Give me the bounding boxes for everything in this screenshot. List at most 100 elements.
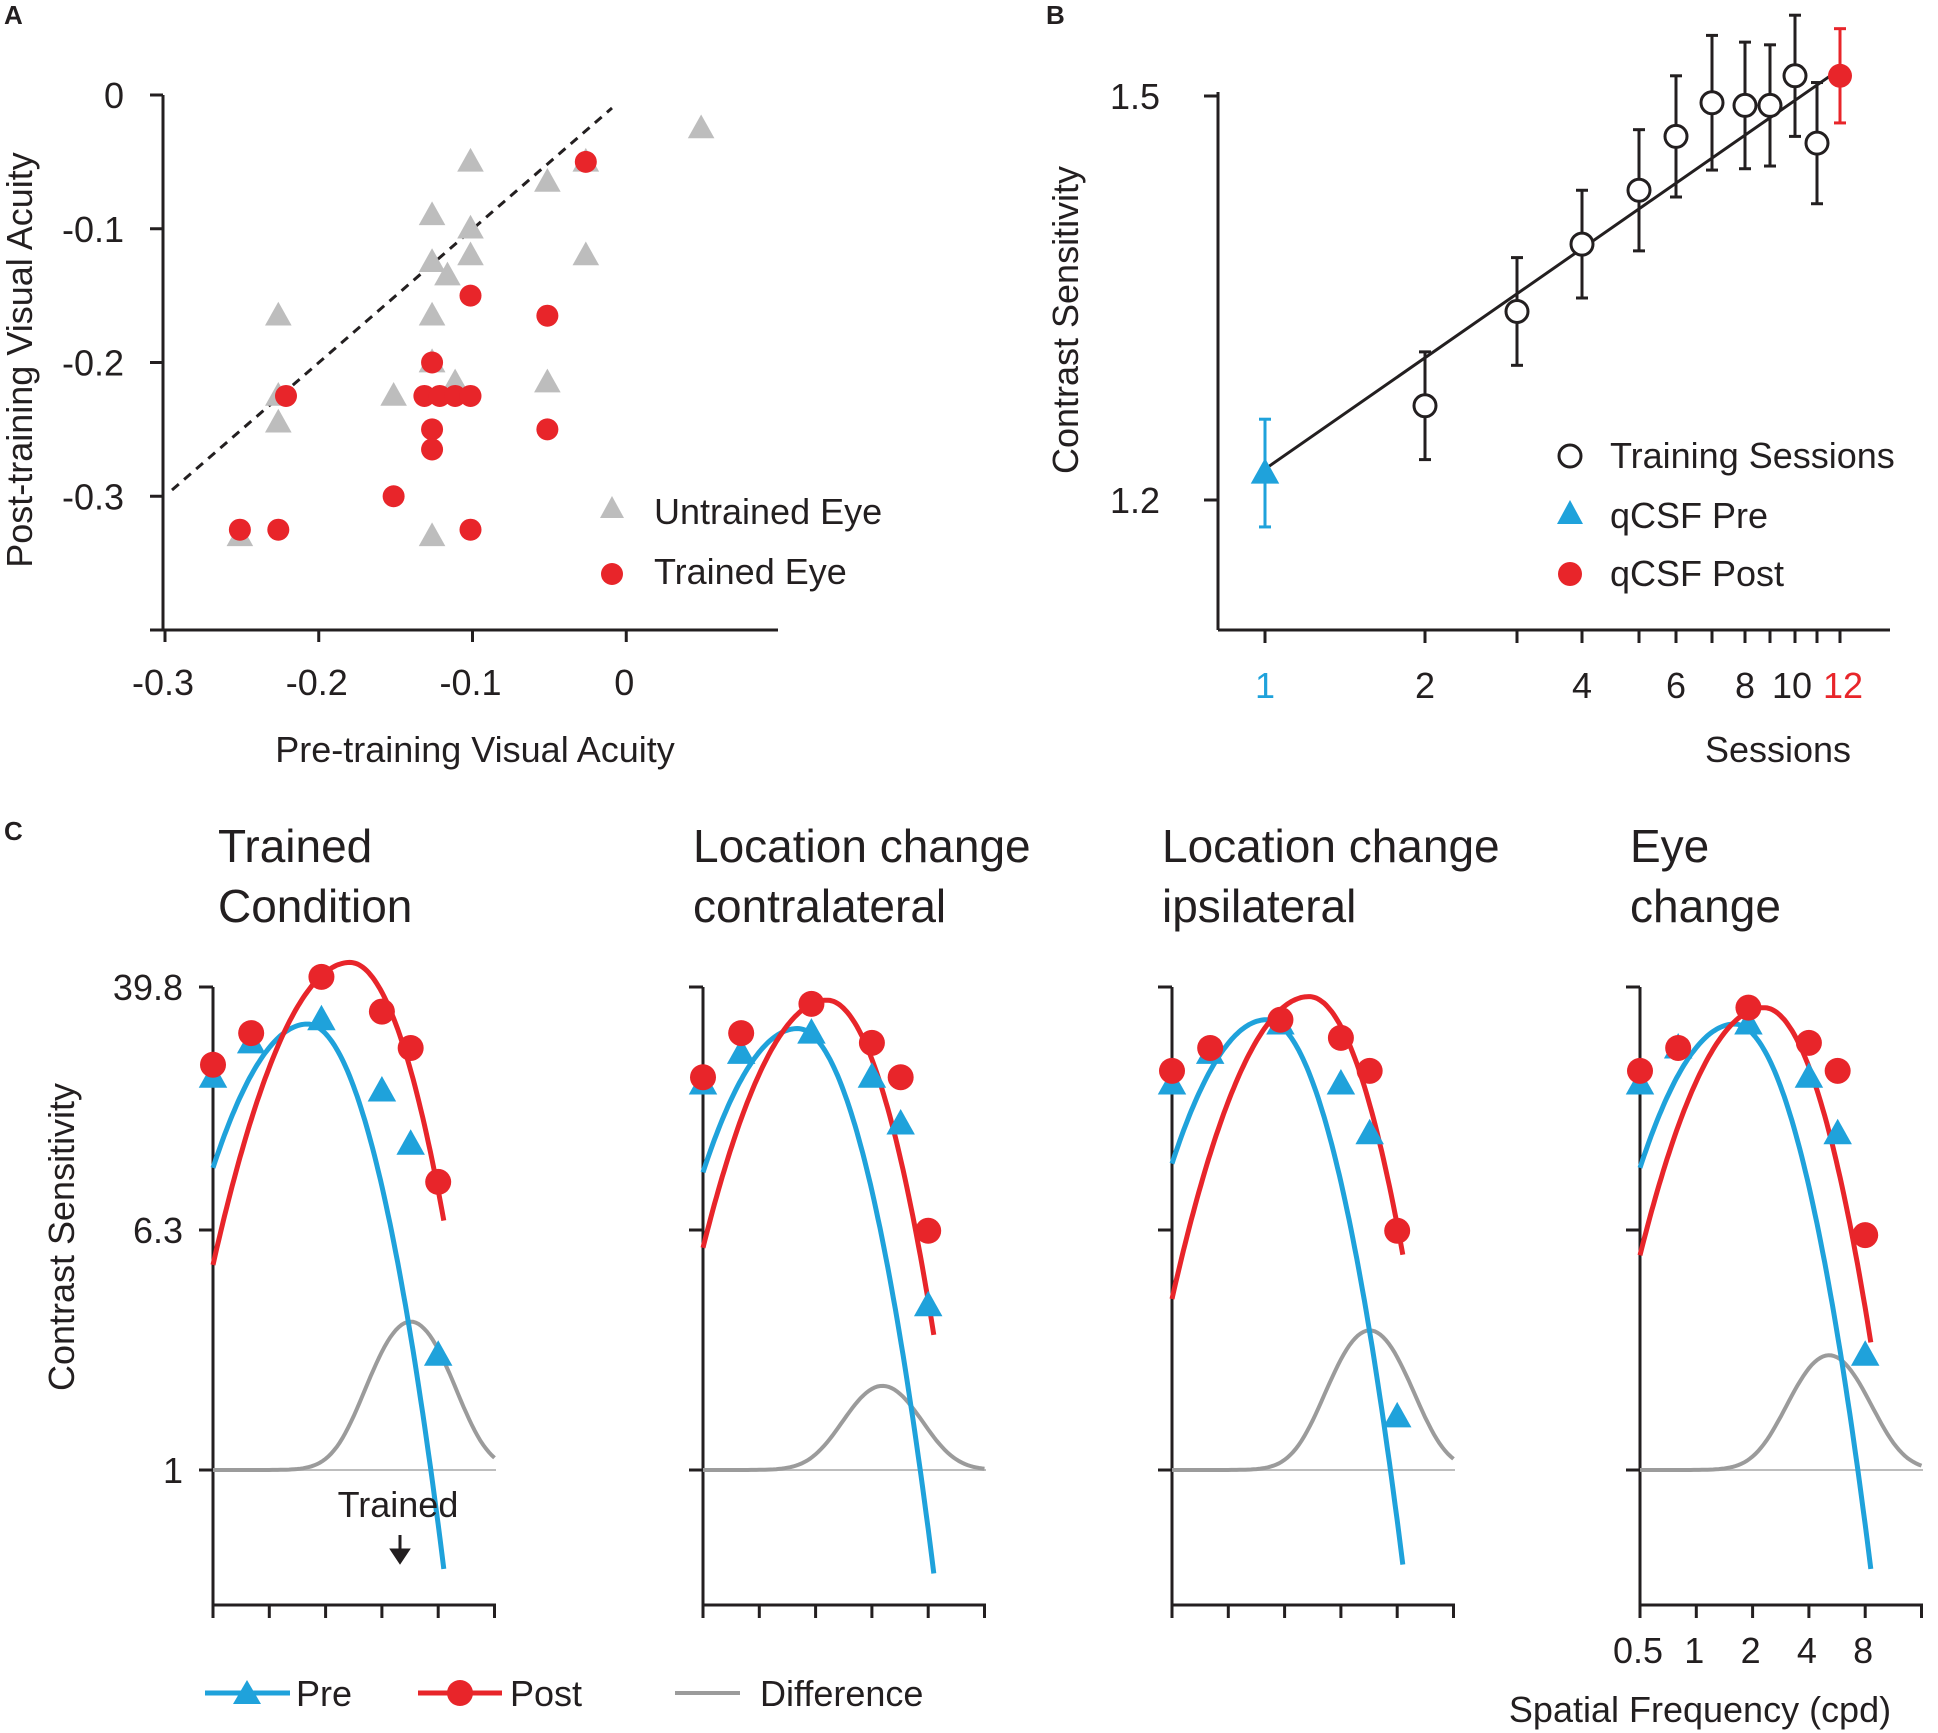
a-untrained-point: [265, 408, 292, 433]
a-trained-point: [421, 438, 444, 461]
a-legend-trained-marker: [601, 563, 623, 585]
a-untrained-point: [441, 368, 469, 393]
c-title-line: Condition: [218, 880, 412, 932]
b-x-tick-label: 1: [1255, 665, 1275, 706]
b-training-point: [1782, 63, 1808, 89]
c-post-point: [1852, 1222, 1879, 1249]
c-post-curve: [210, 959, 447, 1266]
b-training-point: [1626, 177, 1652, 203]
c-y-tick-label: 1: [163, 1450, 183, 1491]
c-pre-point: [307, 1004, 336, 1031]
a-trained-point: [275, 384, 297, 407]
a-trained-point: [413, 384, 436, 407]
c-post-point: [1159, 1057, 1185, 1084]
a-trained-point: [421, 418, 444, 441]
panel-c-label: C: [4, 816, 23, 846]
c-legend-diff-label: Difference: [760, 1673, 923, 1714]
c-post-point: [425, 1168, 452, 1195]
a-trained-point: [228, 518, 251, 541]
b-legend-training-marker: [1557, 443, 1583, 469]
b-training-point: [1757, 92, 1783, 118]
c-post-point: [238, 1020, 265, 1047]
c-pre-point: [1823, 1118, 1852, 1145]
c-post-point: [1627, 1057, 1653, 1084]
c-post-point: [858, 1029, 885, 1056]
c-pre-point: [913, 1290, 943, 1317]
b-training-point: [1699, 90, 1725, 116]
c-pre-curve: [210, 1021, 447, 1570]
c-pre-curve: [700, 1025, 937, 1574]
b-x-tick-label: 12: [1823, 665, 1863, 706]
c-pre-point: [1355, 1118, 1384, 1145]
a-untrained-point: [457, 214, 484, 239]
b-legend-pre-label: qCSF Pre: [1610, 495, 1768, 536]
c-x-tick-label: 1: [1684, 1630, 1704, 1671]
c-x-tick-label: 0.5: [1613, 1630, 1663, 1671]
a-identity-line: [171, 106, 613, 492]
c-pre-point: [367, 1076, 397, 1102]
c-x-tick-label: 4: [1797, 1630, 1817, 1671]
c-post-point: [1356, 1057, 1383, 1084]
a-untrained-point: [534, 167, 561, 192]
b-legend-pre-marker: [1557, 500, 1583, 524]
a-trained-point: [382, 485, 405, 508]
c-legend-post-marker: [447, 1680, 473, 1706]
b-x-tick-label: 2: [1415, 665, 1435, 706]
a-x-tick-label: -0.2: [286, 662, 348, 703]
a-untrained-point: [534, 368, 561, 393]
a-untrained-point: [265, 301, 292, 326]
c-post-point: [690, 1064, 716, 1091]
a-untrained-point: [418, 522, 446, 547]
c-x-tick-label: 2: [1741, 1630, 1761, 1671]
b-x-axis-label: Sessions: [1705, 729, 1851, 770]
panel-b-sessions: 1 2 4 6 8 10 121.21.5 Sessions Contrast Sensit…: [1045, 13, 1895, 770]
a-y-axis-label: Post-training Visual Acuity: [0, 152, 40, 568]
c-difference-curve: [703, 1383, 985, 1472]
c-pre-point: [1382, 1401, 1412, 1428]
a-y-tick-label: 0: [104, 75, 124, 116]
c-pre-point: [1850, 1340, 1880, 1366]
c-post-point: [887, 1064, 914, 1091]
c-subplot-1: Trained Condition 39.8 6.3 1: [113, 820, 496, 1618]
c-trained-arrow: [389, 1535, 411, 1565]
a-untrained-point: [418, 248, 446, 272]
c-pre-point: [1326, 1068, 1356, 1095]
c-title-line: Eye: [1630, 820, 1709, 872]
b-y-tick-label: 1.5: [1110, 76, 1160, 117]
c-post-point: [728, 1020, 755, 1047]
a-x-tick-label: -0.3: [132, 662, 194, 703]
a-trained-point: [459, 518, 482, 541]
c-axes: [701, 987, 986, 1607]
panel-a-scatter: -0.3 -0.2 -0.1 0 0 -0.1 -0.2 -0.3 Pre-training …: [0, 75, 882, 770]
c-x-axis-label: Spatial Frequency (cpd): [1509, 1689, 1891, 1730]
c-post-point: [1735, 994, 1762, 1021]
b-training-point: [1663, 123, 1689, 149]
b-fit-line: [1264, 67, 1841, 471]
c-subplot-2: Location change contralateral: [688, 820, 1031, 1618]
panel-a-label: A: [4, 0, 23, 30]
a-x-tick-label: 0: [614, 662, 634, 703]
c-difference-curve: [1172, 1328, 1455, 1472]
b-pre-point: [1250, 458, 1280, 484]
b-training-point: [1732, 92, 1758, 118]
b-x-tick-label: 10: [1772, 665, 1812, 706]
b-legend-post-label: qCSF Post: [1610, 553, 1784, 594]
c-legend-post-label: Post: [510, 1673, 582, 1714]
c-post-curve: [1169, 994, 1406, 1300]
b-legend: Training Sessions qCSF Pre qCSF Post: [1557, 435, 1895, 594]
c-pre-point: [726, 1038, 756, 1064]
b-post-point: [1828, 63, 1852, 88]
c-title-line: change: [1630, 880, 1781, 932]
a-y-tick-label: -0.1: [62, 209, 124, 250]
c-post-point: [1665, 1034, 1692, 1061]
a-untrained-point: [418, 301, 446, 326]
b-legend-training-label: Training Sessions: [1610, 435, 1895, 476]
c-y-tick-label: 39.8: [113, 967, 183, 1008]
c-post-point: [798, 990, 825, 1017]
a-untrained-point: [418, 201, 446, 226]
c-y-axis-label: Contrast Sensitivity: [41, 1083, 82, 1391]
c-title-line: Trained: [218, 820, 372, 872]
b-y-tick-label: 1.2: [1110, 480, 1160, 521]
b-y-axis-label: Contrast Sensitivity: [1045, 166, 1086, 474]
